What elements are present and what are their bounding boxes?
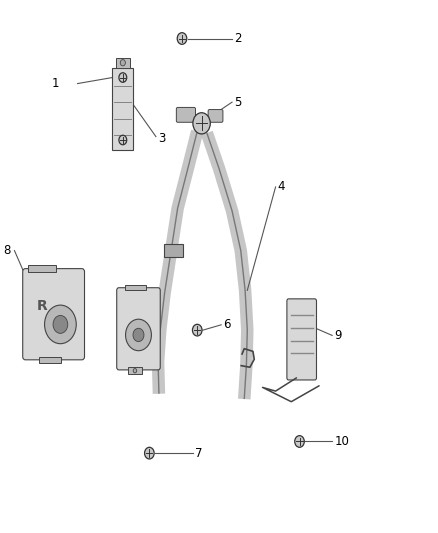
Bar [39,357,61,364]
FancyBboxPatch shape [117,288,160,370]
Circle shape [193,113,210,134]
Text: 10: 10 [334,435,349,448]
Bar [28,265,57,272]
Text: 8: 8 [4,244,11,257]
Text: R: R [37,298,47,313]
Text: 3: 3 [158,132,166,144]
FancyBboxPatch shape [23,269,85,360]
Circle shape [126,319,152,351]
Bar [116,58,130,68]
Text: 7: 7 [195,447,202,459]
Text: 9: 9 [334,329,342,342]
FancyBboxPatch shape [287,299,317,380]
Circle shape [133,328,144,342]
Bar [113,68,133,150]
Circle shape [177,33,187,44]
Circle shape [119,135,127,145]
Circle shape [145,447,154,459]
Text: 5: 5 [234,95,242,109]
FancyBboxPatch shape [177,108,195,122]
Circle shape [133,368,137,373]
Text: 6: 6 [223,318,231,332]
Circle shape [53,316,68,333]
Circle shape [192,324,202,336]
Text: 1: 1 [51,77,59,90]
Circle shape [119,73,127,82]
Bar [125,285,146,290]
Circle shape [120,60,125,66]
Bar [164,244,183,257]
Text: 4: 4 [278,181,285,193]
Circle shape [295,435,304,447]
Bar [127,367,142,374]
Circle shape [45,305,76,344]
Text: 2: 2 [234,32,242,45]
FancyBboxPatch shape [208,110,223,122]
